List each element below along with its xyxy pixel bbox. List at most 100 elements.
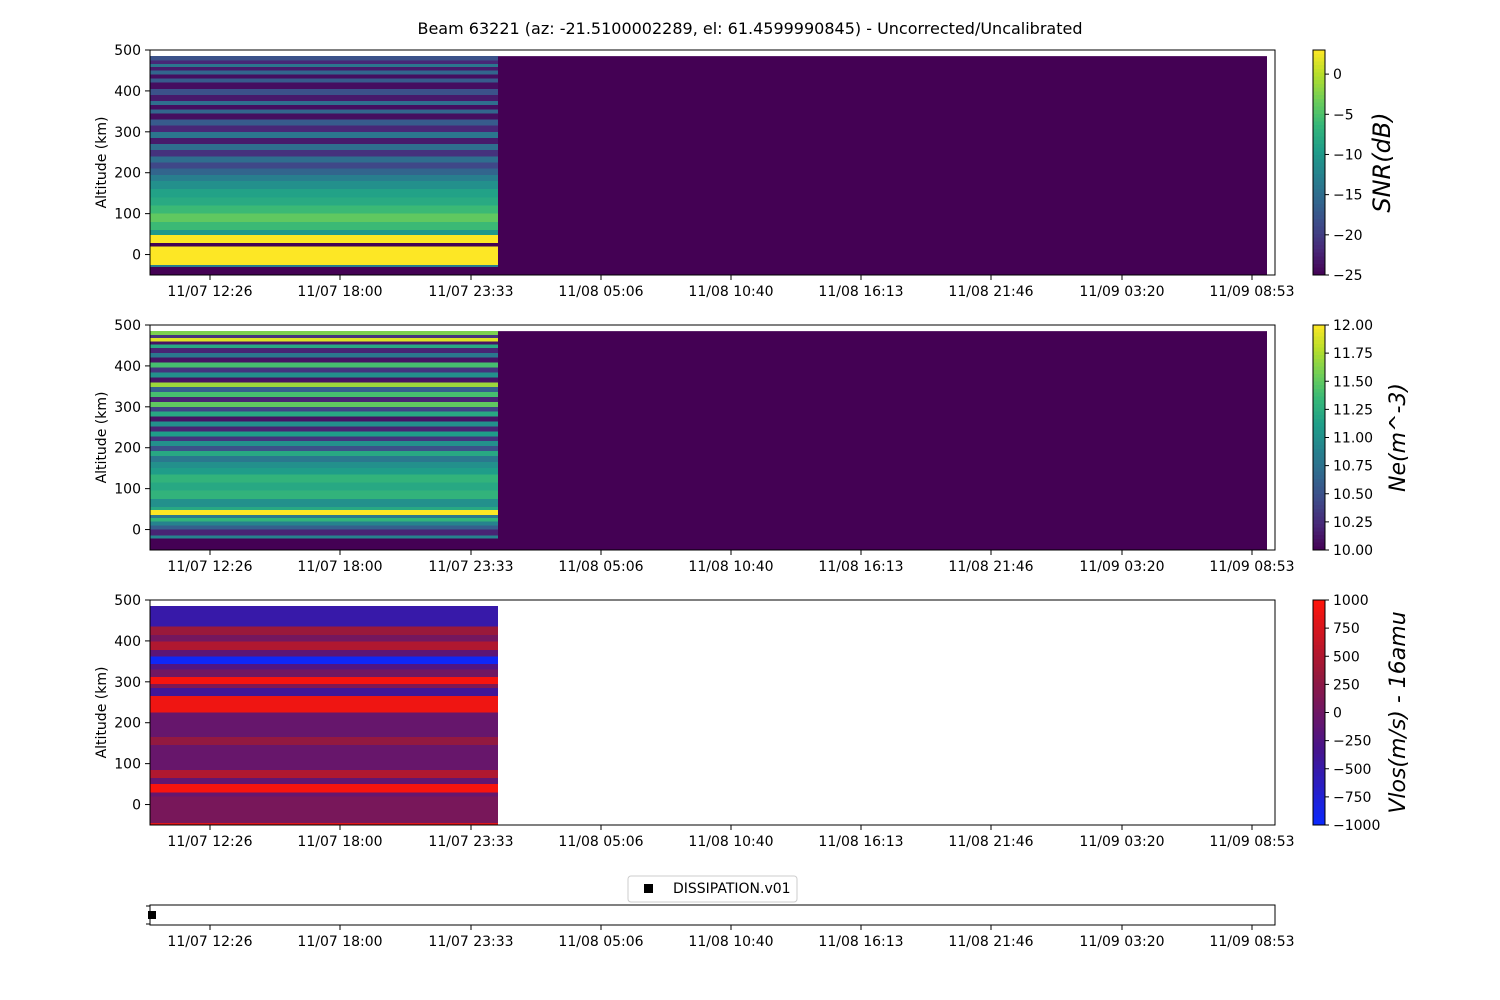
panel-2-colorbar-segment — [1313, 523, 1325, 529]
panel-2-ytick-label: 300 — [114, 400, 141, 416]
panel-1-heatmap-band — [150, 205, 498, 214]
panel-2-colorbar-segment — [1313, 437, 1325, 442]
panel-3-heatmap-band — [150, 777, 498, 785]
panel-1-colorbar-segment — [1313, 248, 1325, 254]
panel-2-heatmap-band — [150, 357, 498, 363]
panel-2-ylabel: Altitude (km) — [94, 392, 110, 484]
panel-2-heatmap-band — [150, 431, 498, 437]
panel-2-ytick-label: 0 — [132, 523, 141, 539]
panel-1-heatmap-band — [150, 230, 498, 235]
panel-2-colorbar-segment — [1313, 542, 1325, 547]
panel-2-heatmap-band — [150, 352, 498, 358]
panel-3-xtick-label: 11/08 10:40 — [688, 834, 773, 850]
panel-3-colorbar-segment — [1313, 705, 1325, 710]
panel-1-colorbar-segment — [1313, 170, 1325, 175]
panel-1-heatmap-band — [150, 95, 498, 102]
panel-1-colorbar-segment — [1313, 125, 1325, 130]
panel-3-colorbar-segment — [1313, 603, 1325, 609]
panel-2-heatmap-band — [150, 377, 498, 383]
panel-1-colorbar-segment — [1313, 166, 1325, 171]
panel-2-axes-frame — [149, 324, 1276, 551]
panel-3-colorbar-segment — [1313, 701, 1325, 706]
panel-3-ytick-label: 400 — [114, 634, 141, 650]
panel-1-heatmap-band — [150, 125, 498, 132]
panel-2-xtick-label: 11/08 10:40 — [688, 559, 773, 575]
panel-3-xtick-label: 11/07 12:26 — [167, 834, 252, 850]
panel-3-colorbar-segment — [1313, 723, 1325, 729]
legend-marker — [644, 884, 653, 893]
panel-3-colorbar-segment — [1313, 667, 1325, 672]
panel-1-xtick-label: 11/07 12:26 — [167, 284, 252, 300]
panel-2-heatmap-band — [150, 341, 498, 345]
panel-2-heatmap-band — [150, 446, 498, 451]
panel-2-ytick-label: 400 — [114, 359, 141, 375]
panel-1-heatmap-band — [150, 119, 498, 126]
panel-3-colorbar-segment — [1313, 813, 1325, 819]
panel-1-colorbar-segment — [1313, 222, 1325, 227]
panel-3-xtick-label: 11/08 21:46 — [948, 834, 1033, 850]
panel-2-xtick-label: 11/09 03:20 — [1079, 559, 1164, 575]
panel-2-colorbar-label: Ne(m^-3) — [1386, 383, 1411, 492]
legend-box — [627, 875, 798, 903]
panel-1-colorbar-segment — [1313, 50, 1325, 55]
panel-1-colorbar-segment — [1313, 181, 1325, 186]
panel-2-colorbar-segment — [1313, 448, 1325, 454]
panel-2-colorbar-segment — [1313, 373, 1325, 379]
panel-1-colorbar-segment — [1313, 252, 1325, 257]
panel-3-colorbar-segment — [1313, 821, 1325, 826]
panel-1-heatmap-band — [150, 70, 498, 75]
panel-1-xtick-label: 11/09 03:20 — [1079, 284, 1164, 300]
panel-3-heatmap-band — [150, 649, 498, 657]
panel-3-colorbar-segment — [1313, 768, 1325, 774]
panel-2-colorbar-segment — [1313, 478, 1325, 484]
panel-1-ytick-label: 300 — [114, 125, 141, 141]
panel-1-xtick-label: 11/07 23:33 — [428, 284, 513, 300]
panel-1-heatmap-band — [150, 137, 498, 145]
panel-2-colorbar-segment — [1313, 475, 1325, 480]
panel-2-colorbar-segment — [1313, 343, 1325, 349]
panel-2-heatmap-band — [150, 347, 498, 353]
panel-1-colorbar-segment — [1313, 233, 1325, 239]
panel-1-colorbar-tick-label: −5 — [1333, 107, 1354, 123]
panel-2-colorbar-segment — [1313, 531, 1325, 536]
panel-3-colorbar-segment — [1313, 690, 1325, 695]
panel-2-colorbar-segment — [1313, 493, 1325, 499]
panel-1-colorbar-segment — [1313, 117, 1325, 122]
panel-1-heatmap-band — [150, 197, 498, 206]
panel-1-colorbar-segment — [1313, 241, 1325, 246]
panel-3-ytick-label: 200 — [114, 716, 141, 732]
panel-1-colorbar-segment — [1313, 158, 1325, 164]
panel-3-colorbar-segment — [1313, 637, 1325, 642]
panel-3-heatmap-band — [150, 687, 498, 697]
panel-1-colorbar-segment — [1313, 215, 1325, 220]
panel-3-colorbar-segment — [1313, 750, 1325, 755]
panel-1-heatmap-band — [150, 101, 498, 106]
panel-3-colorbar-segment — [1313, 678, 1325, 684]
panel-2-colorbar-segment — [1313, 328, 1325, 334]
panel-2-colorbar-tick-label: 11.00 — [1333, 431, 1373, 447]
panel-2-colorbar-segment — [1313, 347, 1325, 352]
panel-2-colorbar-segment — [1313, 340, 1325, 345]
panel-1-colorbar-segment — [1313, 128, 1325, 134]
panel-1-heatmap-band — [150, 180, 498, 190]
panel-3-ytick-label: 300 — [114, 675, 141, 691]
panel-3-heatmap-band — [150, 822, 498, 825]
panel-2-colorbar-segment — [1313, 445, 1325, 450]
panel-1-colorbar-tick-label: −25 — [1333, 268, 1363, 284]
panel-2-colorbar-tick-label: 11.25 — [1333, 402, 1373, 418]
panel-3-colorbar-tick-label: 0 — [1333, 706, 1342, 722]
panel-3-colorbar-segment — [1313, 682, 1325, 687]
panel-2-heatmap-band — [150, 367, 498, 373]
panel-3-colorbar-segment — [1313, 806, 1325, 811]
panel-2-colorbar-segment — [1313, 396, 1325, 401]
panel-1-heatmap-band — [150, 78, 498, 83]
panel-2-colorbar-segment — [1313, 535, 1325, 540]
panel-4-xtick-label: 11/08 05:06 — [558, 934, 643, 950]
panel-2-colorbar-segment — [1313, 516, 1325, 521]
panel-1-colorbar-segment — [1313, 147, 1325, 152]
panel-2-colorbar-tick-label: 10.25 — [1333, 515, 1373, 531]
panel-3-heatmap-band — [150, 626, 498, 635]
panel-2-colorbar-segment — [1313, 430, 1325, 435]
panel-3-colorbar-segment — [1313, 633, 1325, 639]
panel-1-axes-frame — [149, 49, 1276, 276]
